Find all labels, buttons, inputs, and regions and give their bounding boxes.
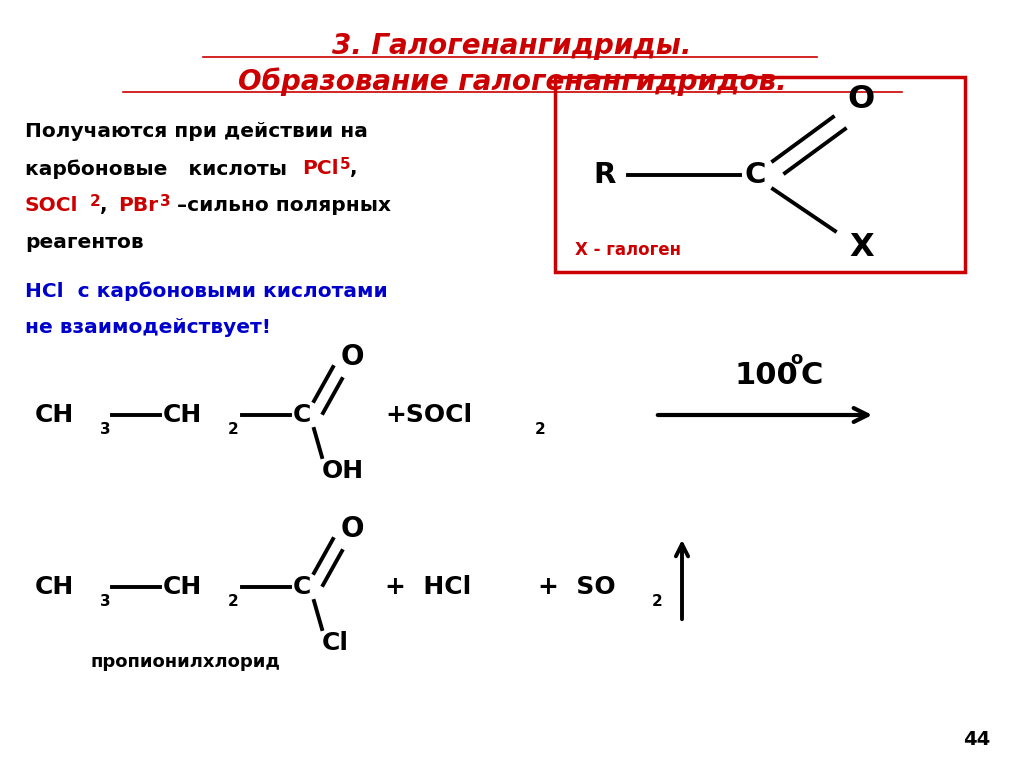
Text: Получаются при действии на: Получаются при действии на xyxy=(25,122,368,141)
Text: CH: CH xyxy=(163,403,203,427)
Text: R: R xyxy=(594,161,616,189)
Text: X: X xyxy=(850,232,874,264)
Text: C: C xyxy=(800,360,822,390)
Text: 3: 3 xyxy=(100,422,111,436)
Text: 3. Галогенангидриды.: 3. Галогенангидриды. xyxy=(333,32,691,60)
Text: o: o xyxy=(790,350,802,368)
Text: ,: , xyxy=(100,196,115,215)
Text: 3: 3 xyxy=(160,194,171,209)
Text: Образование галогенангидридов.: Образование галогенангидридов. xyxy=(238,67,786,96)
Text: 100: 100 xyxy=(735,360,799,390)
Text: O: O xyxy=(340,343,364,371)
Text: реагентов: реагентов xyxy=(25,233,143,252)
Text: 2: 2 xyxy=(652,594,663,608)
Text: CH: CH xyxy=(35,403,75,427)
Text: O: O xyxy=(340,515,364,543)
Text: 5: 5 xyxy=(340,157,350,172)
Text: SOCl: SOCl xyxy=(25,196,79,215)
Text: ,: , xyxy=(350,159,357,178)
Text: 2: 2 xyxy=(228,594,239,608)
Text: 2: 2 xyxy=(90,194,100,209)
Text: не взаимодействует!: не взаимодействует! xyxy=(25,318,271,337)
Text: Cl: Cl xyxy=(322,631,349,655)
Text: пропионилхлорид: пропионилхлорид xyxy=(90,653,280,671)
Text: +  HCl: + HCl xyxy=(385,575,471,599)
Text: 3: 3 xyxy=(100,594,111,608)
Text: CH: CH xyxy=(163,575,203,599)
Text: 44: 44 xyxy=(963,730,990,749)
Text: OH: OH xyxy=(322,459,365,483)
Text: CH: CH xyxy=(35,575,75,599)
Text: X - галоген: X - галоген xyxy=(575,241,681,259)
Text: –сильно полярных: –сильно полярных xyxy=(170,196,391,215)
Text: C: C xyxy=(293,403,311,427)
Text: 2: 2 xyxy=(535,422,546,436)
Text: PCl: PCl xyxy=(302,159,339,178)
Text: карбоновые   кислоты: карбоновые кислоты xyxy=(25,159,301,179)
Text: 2: 2 xyxy=(228,422,239,436)
Text: PBr: PBr xyxy=(118,196,158,215)
Text: HCl  с карбоновыми кислотами: HCl с карбоновыми кислотами xyxy=(25,281,388,301)
Text: +SOCl: +SOCl xyxy=(385,403,472,427)
Text: C: C xyxy=(744,161,766,189)
Text: O: O xyxy=(848,84,874,116)
Bar xyxy=(555,77,965,272)
Text: +  SO: + SO xyxy=(538,575,615,599)
Text: C: C xyxy=(293,575,311,599)
